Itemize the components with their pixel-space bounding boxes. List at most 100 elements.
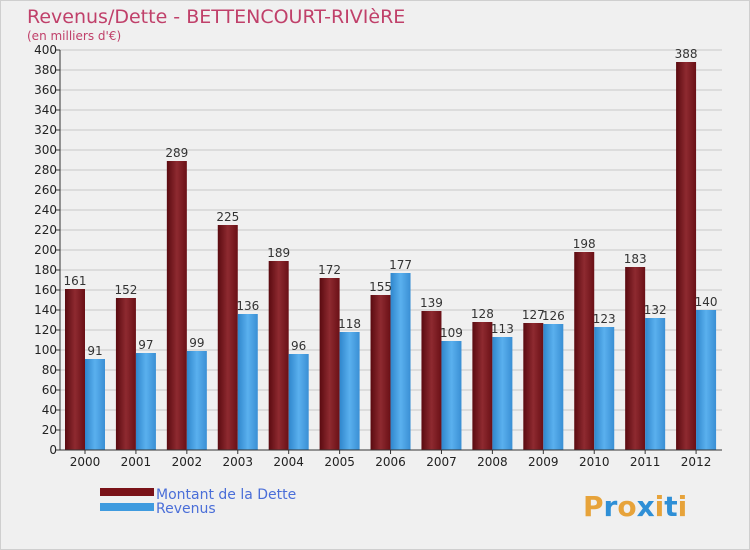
legend: Montant de la Dette Revenus: [100, 487, 296, 517]
y-tick-label: 360: [34, 83, 57, 97]
value-label-debt: 225: [216, 210, 239, 224]
x-tick-label: 2011: [630, 455, 661, 469]
value-label-debt: 161: [64, 274, 87, 288]
bar-debt: [217, 225, 238, 450]
y-tick-label: 400: [34, 43, 57, 57]
y-tick-label: 160: [34, 283, 57, 297]
value-label-revenus: 113: [491, 322, 514, 336]
y-tick-label: 120: [34, 323, 57, 337]
x-axis-ticks: 2000 2001 2002 2003 2004 2005 2006 2007 2008 2009…: [70, 450, 712, 469]
y-tick-label: 200: [34, 243, 57, 257]
bar-debt: [676, 62, 697, 450]
value-label-revenus: 91: [87, 344, 102, 358]
y-tick-label: 40: [42, 403, 57, 417]
value-label-debt: 189: [267, 246, 290, 260]
legend-label-revenus: Revenus: [156, 501, 216, 517]
bar-revenus: [390, 273, 411, 450]
x-tick-label: 2006: [375, 455, 406, 469]
y-tick-label: 240: [34, 203, 57, 217]
value-label-revenus: 136: [236, 299, 259, 313]
bar-revenus: [85, 359, 105, 450]
value-label-debt: 152: [114, 283, 137, 297]
value-label-debt: 289: [165, 146, 188, 160]
bar-revenus: [696, 310, 717, 450]
x-tick-label: 2009: [528, 455, 559, 469]
logo-letter: t: [664, 490, 677, 523]
bar-debt: [472, 322, 493, 450]
value-label-debt: 139: [420, 296, 443, 310]
proxiti-logo: Proxiti: [583, 490, 687, 523]
value-label-debt: 183: [624, 252, 647, 266]
y-tick-label: 260: [34, 183, 57, 197]
x-tick-label: 2000: [70, 455, 101, 469]
value-label-revenus: 99: [189, 336, 204, 350]
y-tick-label: 300: [34, 143, 57, 157]
value-label-revenus: 132: [644, 303, 667, 317]
y-tick-label: 0: [49, 443, 57, 457]
x-tick-label: 2007: [426, 455, 457, 469]
logo-letter: r: [604, 490, 618, 523]
value-label-revenus: 97: [138, 338, 153, 352]
y-tick-label: 340: [34, 103, 57, 117]
x-tick-label: 2004: [273, 455, 304, 469]
logo-letter: x: [637, 490, 655, 523]
bar-debt: [523, 323, 544, 450]
logo-letter: i: [655, 490, 665, 523]
logo-letter: o: [617, 490, 636, 523]
value-label-revenus: 109: [440, 326, 463, 340]
bar-revenus: [135, 353, 156, 450]
chart-subtitle: (en milliers d'€): [27, 29, 121, 43]
y-tick-label: 280: [34, 163, 57, 177]
bar-debt: [370, 295, 391, 450]
value-label-revenus: 140: [695, 295, 718, 309]
logo-letter: i: [678, 490, 688, 523]
y-tick-label: 380: [34, 63, 57, 77]
value-label-debt: 172: [318, 263, 341, 277]
logo-letter: P: [583, 490, 604, 523]
value-label-debt: 155: [369, 280, 392, 294]
value-label-debt: 128: [471, 307, 494, 321]
x-tick-label: 2008: [477, 455, 508, 469]
bars: [65, 62, 717, 450]
legend-label-debt: Montant de la Dette: [156, 487, 296, 503]
y-tick-label: 60: [42, 383, 57, 397]
bar-revenus: [237, 314, 258, 450]
bar-debt: [268, 261, 289, 450]
bar-revenus: [594, 327, 615, 450]
y-tick-label: 320: [34, 123, 57, 137]
bar-revenus: [645, 318, 666, 450]
value-label-debt: 127: [522, 308, 545, 322]
bar-debt: [166, 161, 187, 450]
legend-swatch-revenus: [100, 503, 154, 511]
bar-debt: [421, 311, 442, 450]
bar-revenus: [339, 332, 360, 450]
x-tick-label: 2012: [681, 455, 712, 469]
x-tick-label: 2003: [222, 455, 253, 469]
y-axis-ticks: 0 20 40 60 80 100 120 140 160 180 200 220 240 260 280 3…: [34, 43, 60, 457]
bar-revenus: [186, 351, 207, 450]
legend-swatch-debt: [100, 488, 154, 496]
value-label-revenus: 96: [291, 339, 306, 353]
y-tick-label: 140: [34, 303, 57, 317]
x-tick-label: 2002: [172, 455, 203, 469]
x-tick-label: 2001: [121, 455, 152, 469]
y-tick-label: 220: [34, 223, 57, 237]
bar-revenus: [543, 324, 564, 450]
value-label-revenus: 123: [593, 312, 616, 326]
value-label-revenus: 118: [338, 317, 361, 331]
bar-revenus: [288, 354, 309, 450]
bar-revenus: [492, 337, 513, 450]
x-tick-label: 2010: [579, 455, 610, 469]
bar-debt: [115, 298, 136, 450]
y-tick-label: 80: [42, 363, 57, 377]
bar-revenus: [441, 341, 462, 450]
bar-debt: [319, 278, 340, 450]
y-tick-label: 180: [34, 263, 57, 277]
value-labels: 161 91 152 97 289 99 225 136 189 96 172 118 155 177 13…: [64, 47, 718, 358]
bar-debt: [65, 289, 85, 450]
chart-title: Revenus/Dette - BETTENCOURT-RIVIèRE: [27, 6, 405, 28]
y-tick-label: 100: [34, 343, 57, 357]
value-label-debt: 388: [675, 47, 698, 61]
